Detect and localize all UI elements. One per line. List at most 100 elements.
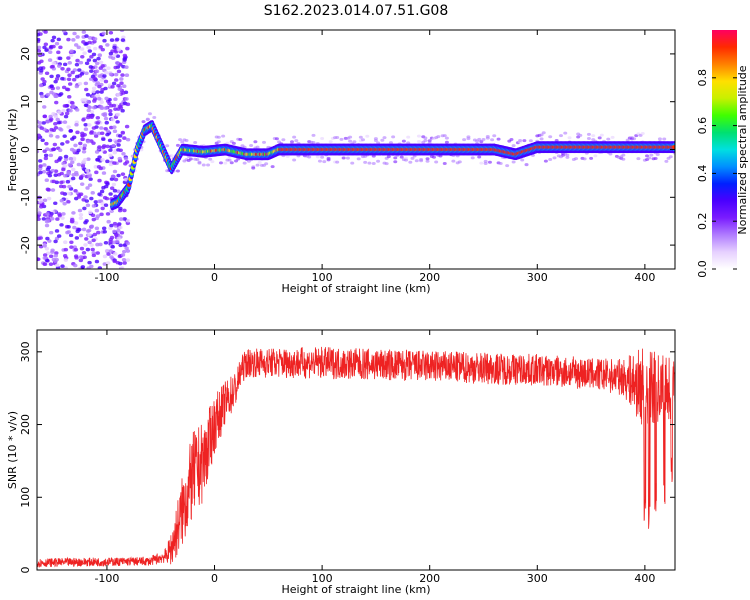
spectrogram-cell [53, 114, 59, 119]
spectrogram-cell [53, 201, 58, 206]
spectrogram-cell [193, 141, 198, 145]
spectrogram-cell [85, 186, 90, 190]
spectrogram-cell [44, 48, 49, 52]
spectrogram-cell [42, 244, 47, 248]
spectrogram-cell [216, 135, 221, 139]
spectrogram-cell [358, 135, 363, 139]
spectrogram-cell [104, 248, 110, 253]
spectrogram-cell [404, 158, 409, 162]
spectrogram-cell [57, 148, 63, 153]
spectrogram-cell [99, 189, 105, 194]
spectrogram-cell [565, 155, 570, 159]
spectrogram-cell [98, 242, 103, 247]
spectrogram-cell [62, 163, 68, 168]
spectrogram-cell [81, 149, 87, 154]
spectrogram-cell [84, 61, 90, 66]
spectrogram-cell [67, 82, 73, 86]
spectrogram-cell [101, 31, 106, 36]
spectrogram-cell [632, 137, 637, 141]
spectrogram-cell [49, 230, 54, 235]
spectrogram-cell [113, 177, 119, 182]
spectrogram-cell [165, 144, 170, 148]
spectrogram-cell [65, 179, 71, 184]
spectrogram-cell [81, 30, 87, 34]
spectrogram-cell [432, 155, 437, 159]
spectrogram-cell [49, 117, 54, 122]
spectrogram-cell [110, 245, 115, 249]
spectrogram-cell [45, 167, 51, 172]
spectrogram-cell [141, 120, 146, 124]
spectrogram-cell [118, 134, 123, 138]
spectrogram-cell [382, 136, 387, 140]
spectrogram-cell [48, 114, 53, 119]
spectrogram-cell [91, 89, 96, 94]
spectrogram-cell [54, 94, 59, 99]
spectrogram-cell [68, 53, 74, 58]
spectrogram-cell [68, 108, 73, 113]
spectrogram-cell [43, 42, 49, 47]
spectrogram-cell [88, 65, 94, 69]
spectrogram-cell [79, 47, 85, 51]
spectrogram-cell [44, 71, 50, 76]
spectrogram-cell [78, 141, 83, 146]
spectrogram-cell [511, 144, 516, 148]
spectrogram-cell [116, 92, 121, 97]
spectrogram-cell [90, 191, 95, 195]
spectrogram-cell [42, 79, 47, 84]
spectrogram-cell [41, 217, 47, 221]
y-tick-label: -20 [19, 236, 32, 254]
colorbar-ticks: 0.0 0.2 0.4 0.6 0.8 [696, 69, 737, 278]
spectrogram-cell [93, 134, 99, 138]
spectrogram-cell [107, 138, 113, 143]
spectrogram-cell [105, 43, 110, 47]
spectrogram-cells [37, 30, 675, 269]
spectrogram-cell [82, 143, 88, 148]
spectrogram-cell [89, 196, 94, 201]
spectrogram-cell [94, 69, 100, 74]
spectrogram-cell [57, 212, 62, 216]
spectrogram-cell [593, 154, 598, 158]
spectrogram-cell [60, 76, 65, 81]
spectrogram-cell [552, 156, 557, 160]
spectrogram-cell [67, 184, 72, 189]
spectrogram-cell [95, 121, 100, 125]
spectrogram-cell [91, 126, 97, 130]
spectrogram-cell [76, 162, 82, 167]
spectrogram-cell [82, 206, 87, 211]
spectrogram-cell [120, 253, 126, 257]
spectrogram-cell [72, 225, 77, 230]
spectrogram-cell [65, 140, 70, 144]
spectrogram-cell [582, 157, 587, 161]
spectrogram-cell [70, 160, 75, 165]
spectrogram-cell [105, 144, 110, 149]
spectrogram-cell [94, 170, 99, 175]
spectrogram-cell [112, 229, 117, 234]
spectrogram-cell [83, 81, 89, 86]
spectrogram-cell [120, 108, 125, 113]
spectrogram-cell [112, 150, 117, 155]
spectrogram-cell [119, 266, 125, 269]
spectrogram-cell [425, 159, 430, 163]
snr-panel: -100 0 100 200 300 400 0 100 200 300 Height of s… [6, 329, 676, 596]
spectrogram-cell [262, 140, 267, 144]
spectrogram-cell [120, 73, 125, 77]
spectrogram-cell [101, 226, 107, 231]
spectrogram-cell [111, 81, 117, 86]
spectrogram-cell [335, 160, 340, 164]
spectrogram-cell [42, 45, 47, 50]
spectrogram-cell [71, 176, 76, 181]
spectrogram-cell [49, 84, 54, 88]
spectrogram-cell [114, 232, 119, 237]
spectrogram-cell [116, 236, 121, 241]
spectrogram-cell [106, 252, 111, 256]
spectrogram-cell [39, 204, 44, 209]
spectrogram-cell [61, 212, 66, 216]
spectrogram-cell [586, 132, 591, 136]
spectrogram-cell [563, 131, 568, 135]
spectrogram-cell [38, 244, 44, 249]
figure-title: S162.2023.014.07.51.G08 [264, 3, 449, 19]
spectrogram-cell [91, 238, 96, 243]
spectrogram-cell [61, 85, 67, 90]
spectrogram-cell [108, 153, 113, 158]
spectrogram-cell [46, 196, 52, 201]
